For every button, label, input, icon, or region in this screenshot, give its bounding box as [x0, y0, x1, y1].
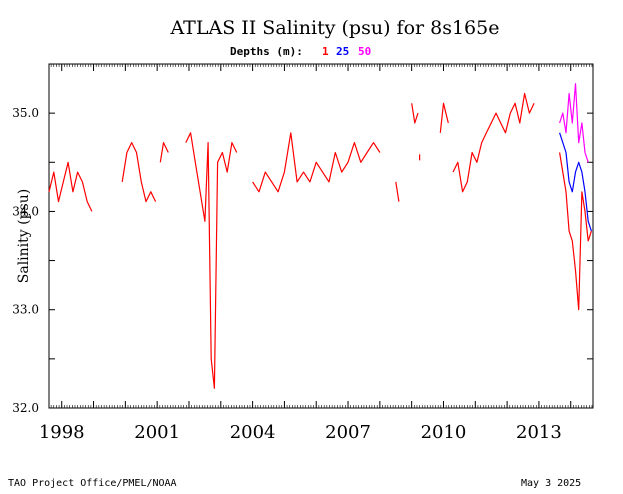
series-line — [159, 142, 169, 163]
plot-frame — [48, 63, 594, 409]
series-line — [559, 132, 592, 232]
y-axis-label: Salinity (psu) — [16, 189, 32, 283]
series-layer — [48, 83, 592, 389]
x-tick-label: 2013 — [516, 422, 562, 443]
legend-label: Depths (m): — [230, 45, 303, 58]
series-line — [559, 83, 589, 163]
series-line — [48, 161, 93, 212]
x-tick-label: 2001 — [134, 422, 180, 443]
chart-title: ATLAS II Salinity (psu) for 8s165e — [170, 17, 500, 39]
legend-entry-25: 25 — [336, 45, 349, 58]
x-tick-label: 2007 — [325, 422, 371, 443]
x-tick-label: 2010 — [421, 422, 467, 443]
series-1 — [48, 92, 592, 389]
tick-labels: 32.0 33.0 34.0 35.0 1998 2001 2004 2007 2010 2013 — [12, 106, 562, 443]
series-line — [411, 103, 419, 124]
x-tick-label: 2004 — [230, 422, 276, 443]
legend-entry-1: 1 — [322, 45, 329, 58]
y-tick-label: 32.0 — [12, 401, 39, 415]
axis-ticks — [49, 63, 593, 409]
series-line — [252, 132, 381, 193]
legend-entry-50: 50 — [358, 45, 371, 58]
footer-date: May 3 2025 — [521, 478, 582, 489]
footer-credit: TAO Project Office/PMEL/NOAA — [8, 478, 177, 489]
series-line — [439, 102, 449, 133]
x-tick-label: 1998 — [39, 422, 85, 443]
legend: Depths (m): 1 25 50 — [230, 45, 371, 58]
y-tick-label: 35.0 — [12, 106, 39, 120]
series-25 — [559, 132, 592, 232]
series-line — [121, 142, 157, 203]
series-line — [395, 181, 400, 202]
y-tick-label: 34.0 — [12, 204, 39, 218]
series-line — [559, 152, 592, 311]
series-line — [185, 132, 238, 389]
series-50 — [559, 83, 589, 163]
series-line — [452, 92, 535, 193]
y-tick-label: 33.0 — [12, 303, 39, 317]
